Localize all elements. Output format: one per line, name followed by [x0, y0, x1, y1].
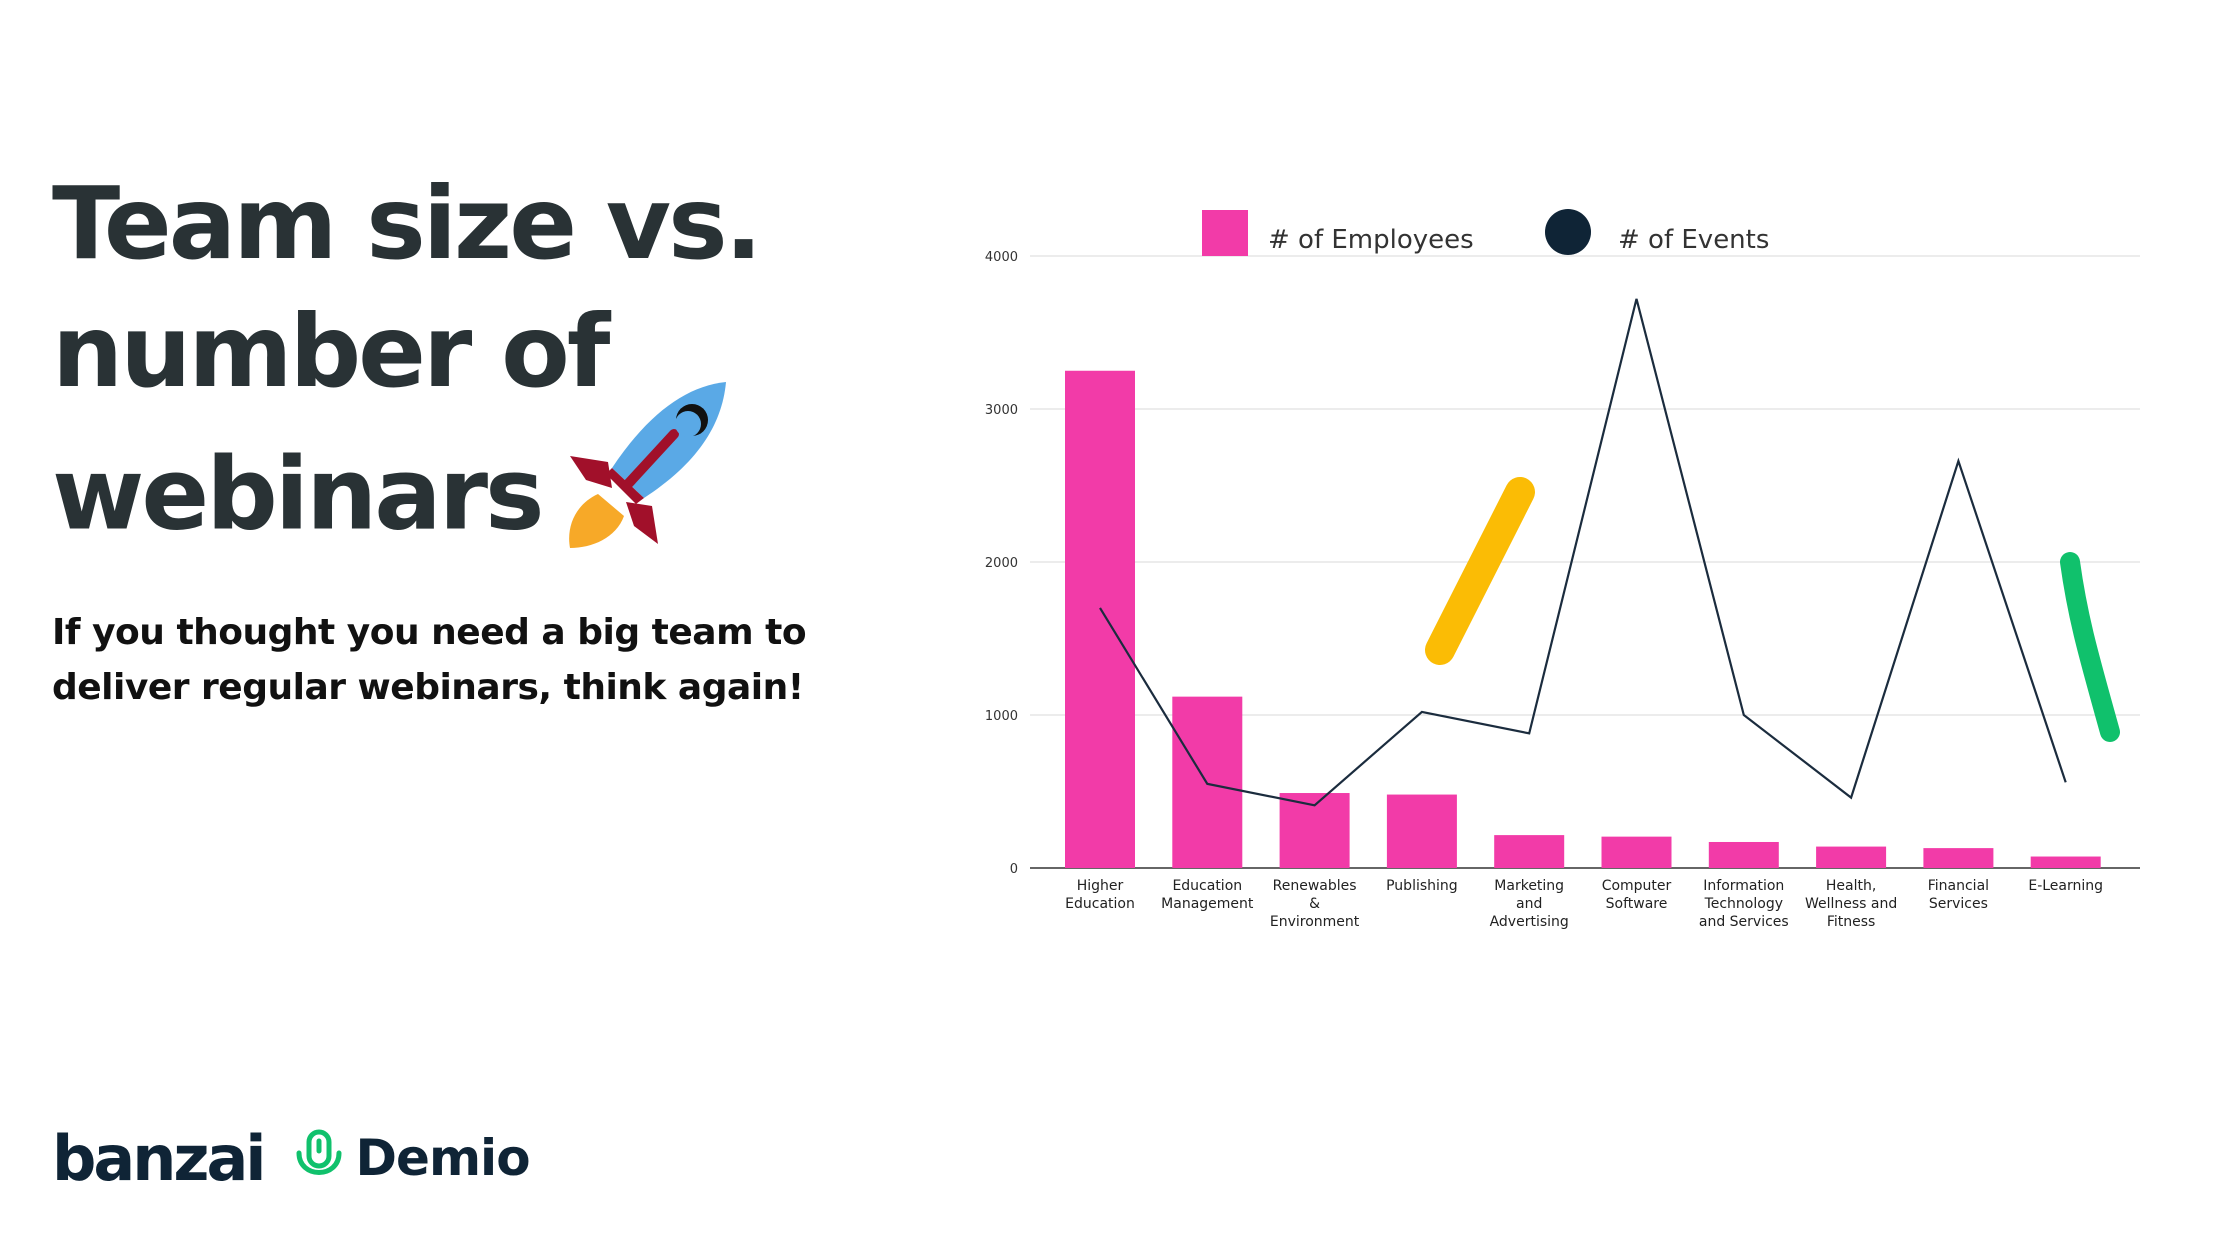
headline-line-2: number of [52, 293, 610, 410]
combo-chart-svg: 0 1000 2000 3000 4000 Higher Education Educatio… [985, 209, 2140, 930]
decorative-green-stroke [2060, 552, 2120, 742]
bar-employees-5 [1601, 836, 1672, 868]
bar-employees-3 [1386, 794, 1457, 868]
banzai-logo: banzai [52, 1121, 267, 1195]
x-tick-label: Information Technology and Services [1699, 878, 1789, 930]
bar-employees-9 [2030, 856, 2101, 868]
y-tick-label: 4000 [985, 250, 1018, 265]
x-tick-label: Publishing [1386, 878, 1458, 894]
demio-logo: Demio [355, 1129, 531, 1187]
bar-employees-8 [1923, 848, 1994, 868]
legend-label-employees: # of Employees [1268, 225, 1474, 255]
rocket-icon [556, 376, 736, 586]
chart: 0 1000 2000 3000 4000 Higher Education Educatio… [960, 190, 2160, 970]
bar-employees-6 [1708, 841, 1779, 868]
x-tick-label: Renewables & Environment [1270, 878, 1360, 930]
subtitle-line-1: If you thought you need a big team to [52, 612, 807, 653]
x-tick-label: Health, Wellness and Fitness [1805, 878, 1897, 930]
x-tick-label: Financial Services [1928, 878, 1989, 912]
y-tick-label: 2000 [985, 556, 1018, 571]
x-tick-label: Higher Education [1065, 878, 1135, 912]
microphone-icon [294, 1129, 344, 1188]
headline: Team size vs. number of webinars [52, 160, 872, 586]
x-tick-label: Education Management [1161, 878, 1254, 912]
x-tick-label: Computer Software [1602, 878, 1672, 912]
bar-employees-0 [1065, 370, 1135, 868]
decorative-yellow-stroke [1425, 477, 1535, 665]
legend-swatch-employees [1202, 210, 1248, 256]
line-events [1099, 298, 2067, 807]
x-tick-label: E-Learning [2028, 878, 2103, 894]
subtitle: If you thought you need a big team to de… [52, 605, 812, 715]
bar-employees-4 [1494, 835, 1565, 868]
logo-bar: banzai Demio [52, 1118, 531, 1198]
subtitle-line-2: deliver regular webinars, think again! [52, 667, 804, 708]
y-tick-label: 1000 [985, 709, 1018, 724]
y-tick-label: 3000 [985, 403, 1018, 418]
y-tick-label: 0 [1010, 862, 1018, 877]
legend-swatch-events [1545, 209, 1591, 255]
legend-label-events: # of Events [1618, 225, 1769, 255]
bar-employees-7 [1816, 846, 1887, 868]
x-tick-label: Marketing and Advertising [1490, 878, 1569, 930]
headline-line-3-text: webinars [52, 435, 545, 553]
headline-line-3: webinars [52, 382, 872, 586]
headline-line-1: Team size vs. [52, 165, 763, 282]
